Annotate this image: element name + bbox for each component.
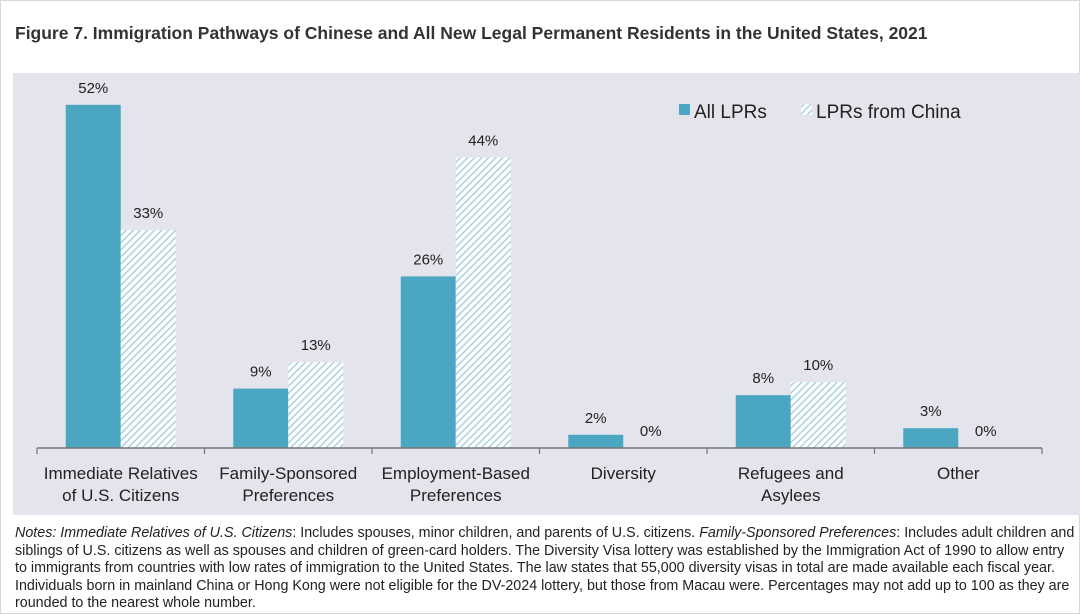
legend-lprs-from-china-swatch xyxy=(801,104,812,115)
category-label: Diversity xyxy=(591,464,657,483)
category-label: Immediate Relatives xyxy=(44,464,198,483)
bar-all-lprs xyxy=(903,428,959,448)
legend: All LPRs LPRs from China xyxy=(679,102,961,123)
legend-lprs-from-china-label: LPRs from China xyxy=(816,102,961,123)
category-label: Preferences xyxy=(410,486,502,505)
bar-lprs-from-china xyxy=(120,230,176,448)
notes-prefix: Notes: xyxy=(15,525,61,541)
value-label-lprs-from-china: 33% xyxy=(133,205,163,222)
x-axis: Immediate Relatives of U.S. Citizens Famil… xyxy=(36,447,1043,505)
bar-all-lprs xyxy=(400,276,456,448)
value-label-all-lprs: 3% xyxy=(920,403,942,420)
category-label: of U.S. Citizens xyxy=(62,486,179,505)
legend-all-lprs-swatch xyxy=(679,104,690,115)
value-label-all-lprs: 26% xyxy=(413,251,443,268)
value-label-all-lprs: 9% xyxy=(250,364,272,381)
value-label-all-lprs: 2% xyxy=(585,410,607,427)
figure-title: Figure 7. Immigration Pathways of Chines… xyxy=(15,23,928,43)
value-label-lprs-from-china: 0% xyxy=(640,423,662,440)
notes-text-1: : Includes spouses, minor children, and … xyxy=(292,525,700,541)
bar-lprs-from-china xyxy=(288,362,344,448)
value-labels-layer: 52% 33% 9% 13% 26% 44% 2% 0% 8% 10% 3% 0% xyxy=(78,80,996,440)
bar-lprs-from-china xyxy=(455,157,511,448)
figure-notes: Notes: Immediate Relatives of U.S. Citiz… xyxy=(15,525,1075,615)
legend-all-lprs-label: All LPRs xyxy=(694,102,767,123)
category-label: Family-Sponsored xyxy=(219,464,357,483)
plot-background xyxy=(13,73,1080,515)
notes-text-2: : Includes adult children and siblings o… xyxy=(15,525,1075,611)
bar-all-lprs xyxy=(65,104,121,449)
bar-all-lprs xyxy=(568,434,624,448)
bar-all-lprs xyxy=(233,388,289,448)
value-label-all-lprs: 52% xyxy=(78,80,108,97)
value-label-all-lprs: 8% xyxy=(752,370,774,387)
bars-layer xyxy=(65,104,959,449)
value-label-lprs-from-china: 13% xyxy=(301,337,331,354)
category-label: Asylees xyxy=(761,486,821,505)
value-label-lprs-from-china: 10% xyxy=(803,357,833,374)
notes-term-immediate-relatives: Immediate Relatives of U.S. Citizens xyxy=(60,525,293,541)
category-label: Refugees and xyxy=(738,464,844,483)
category-label: Other xyxy=(937,464,980,483)
bar-lprs-from-china xyxy=(790,382,846,448)
notes-term-family-sponsored: Family-Sponsored Preferences xyxy=(699,525,897,541)
bar-all-lprs xyxy=(735,395,791,448)
value-label-lprs-from-china: 0% xyxy=(975,423,997,440)
category-label: Employment-Based xyxy=(382,464,530,483)
bar-chart: 52% 33% 9% 13% 26% 44% 2% 0% 8% 10% 3% 0% Immediate… xyxy=(36,80,1043,505)
value-label-lprs-from-china: 44% xyxy=(468,133,498,150)
category-label: Preferences xyxy=(242,486,334,505)
